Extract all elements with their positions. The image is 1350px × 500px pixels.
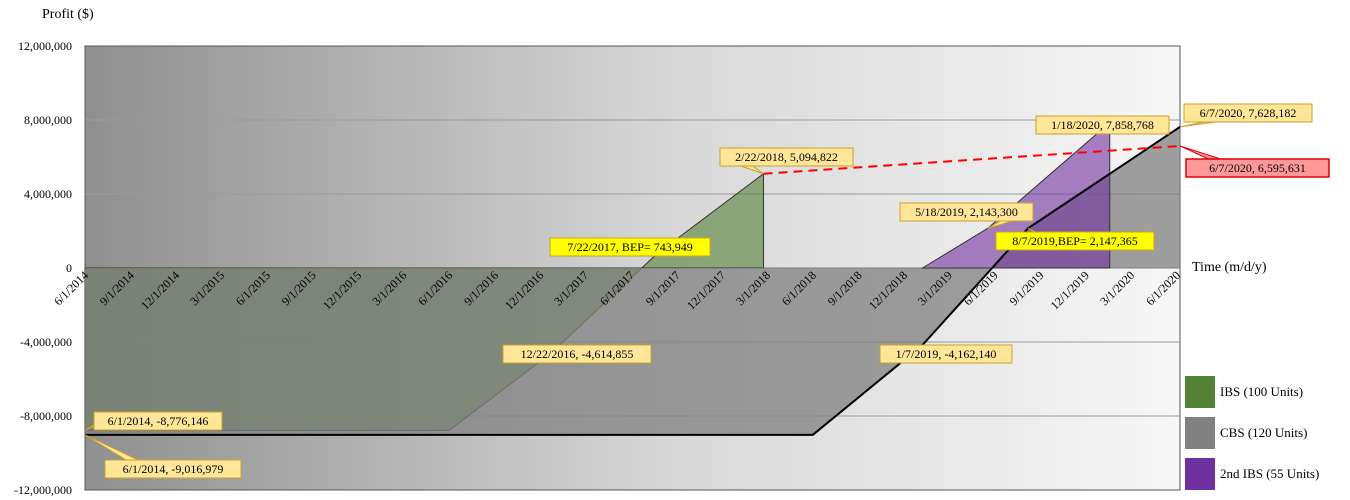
callout-label: 6/7/2020, 6,595,631 — [1209, 161, 1306, 175]
legend: IBS (100 Units) CBS (120 Units) 2nd IBS (5… — [1185, 376, 1319, 490]
legend-label: 2nd IBS (55 Units) — [1220, 466, 1319, 481]
x-axis-title: Time (m/d/y) — [1192, 260, 1267, 275]
callout: 1/7/2019, -4,162,140 — [879, 344, 1013, 364]
y-tick-label: -4,000,000 — [20, 335, 72, 349]
y-tick-label: 0 — [66, 261, 72, 275]
callout-label: 1/18/2020, 7,858,768 — [1051, 118, 1154, 132]
data-callouts: 6/1/2014, -8,776,146 6/1/2014, -9,016,979… — [84, 103, 1330, 479]
callout: 1/18/2020, 7,858,768 — [1035, 115, 1170, 135]
callout-label: 6/1/2014, -9,016,979 — [123, 462, 224, 476]
y-tick-label: 8,000,000 — [24, 113, 72, 127]
callout-label: 6/1/2014, -8,776,146 — [108, 414, 209, 428]
y-axis-ticks: 12,000,000 8,000,000 4,000,000 0 -4,000,000 -… — [14, 39, 72, 497]
callout: 6/7/2020, 6,595,631 — [1179, 145, 1330, 178]
callout-label: 2/22/2018, 5,094,822 — [735, 150, 838, 164]
callout-label: 8/7/2019,BEP= 2,147,365 — [1012, 234, 1137, 248]
callout-label: 6/7/2020, 7,628,182 — [1200, 106, 1297, 120]
callout-label: 1/7/2019, -4,162,140 — [896, 347, 997, 361]
trend-line — [763, 144, 1181, 175]
callout-box — [93, 411, 223, 431]
callout-box — [1185, 158, 1330, 178]
callout-box — [899, 202, 1034, 222]
y-tick-label: 12,000,000 — [18, 39, 72, 53]
callout-label: 12/22/2016, -4,614,855 — [521, 347, 634, 361]
callout-box — [1183, 103, 1313, 123]
callout-box — [502, 344, 652, 364]
callout: 2/22/2018, 5,094,822 — [719, 147, 854, 175]
callout-box — [1035, 115, 1170, 135]
legend-label: IBS (100 Units) — [1220, 384, 1303, 399]
y-tick-label: 4,000,000 — [24, 187, 72, 201]
callout: 8/7/2019,BEP= 2,147,365 — [995, 227, 1155, 251]
callout-label: 5/18/2019, 2,143,300 — [915, 205, 1018, 219]
callout-label: 7/22/2017, BEP= 743,949 — [567, 240, 692, 254]
y-tick-label: -12,000,000 — [14, 483, 72, 497]
callout: 12/22/2016, -4,614,855 — [502, 344, 652, 364]
legend-label: CBS (120 Units) — [1220, 425, 1307, 440]
callout-box — [549, 237, 711, 257]
legend-swatch — [1185, 376, 1215, 408]
callout: 6/1/2014, -9,016,979 — [84, 434, 242, 479]
y-tick-label: -8,000,000 — [20, 409, 72, 423]
callout: 6/1/2014, -8,776,146 — [84, 411, 223, 431]
callout: 7/22/2017, BEP= 743,949 — [549, 237, 711, 257]
callout-box — [104, 459, 242, 479]
callout-box — [719, 147, 854, 167]
callout-pointer — [1179, 121, 1216, 128]
callout-box — [879, 344, 1013, 364]
y-axis-title: Profit ($) — [42, 7, 94, 22]
legend-swatch — [1185, 417, 1215, 449]
callout: 6/7/2020, 7,628,182 — [1179, 103, 1313, 128]
callout-pointer — [1179, 145, 1221, 160]
legend-swatch — [1185, 458, 1215, 490]
callout-box — [995, 231, 1155, 251]
callout: 5/18/2019, 2,143,300 — [899, 202, 1034, 229]
